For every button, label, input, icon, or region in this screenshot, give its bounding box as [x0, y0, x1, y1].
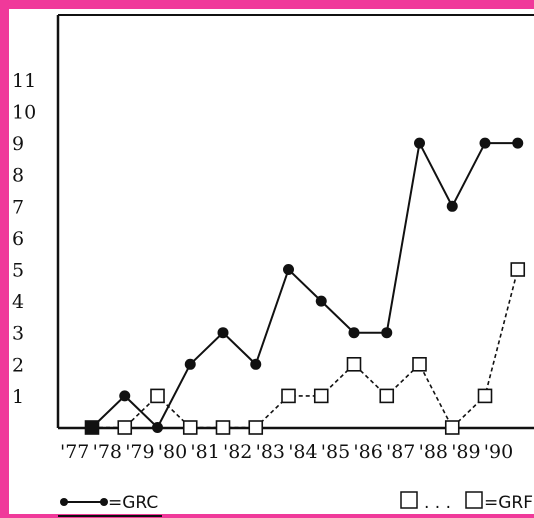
grc-point — [152, 422, 163, 433]
x-tick-label: '84 — [288, 441, 317, 463]
grf-point — [117, 420, 133, 435]
legend-grf-marker-left — [400, 491, 418, 509]
x-tick-label: '88 — [419, 441, 448, 463]
x-tick-label: '80 — [158, 441, 187, 463]
grf-point — [150, 388, 165, 404]
x-tick-label: '90 — [484, 441, 513, 463]
y-tick-label: 2 — [12, 354, 24, 376]
x-tick-labels: '77'78'79'80'81'82'83'84'85'86'87'88'89 '… — [60, 441, 513, 463]
series-line-grc — [91, 140, 518, 430]
grc-point — [446, 200, 458, 212]
grc-point — [250, 358, 262, 370]
legend-grf-label: =GRF — [484, 493, 533, 513]
y-tick-label: 10 — [12, 102, 36, 124]
grc-point — [184, 358, 196, 370]
x-tick-label: '79 — [125, 441, 154, 463]
legend-grf-dots: . . . — [424, 493, 451, 513]
y-tick-label: 8 — [12, 165, 24, 187]
grf-point — [215, 420, 231, 435]
legend-grc-marker-left — [60, 498, 68, 506]
grf-point — [281, 388, 296, 404]
grc-point — [283, 264, 294, 275]
grc-point — [119, 390, 131, 402]
grc-point — [414, 137, 425, 149]
x-tick-label: '86 — [353, 441, 382, 463]
y-tick-label: 6 — [12, 228, 24, 250]
series-layer — [84, 137, 526, 435]
grc-point — [381, 327, 393, 339]
legend-grf-marker-right — [465, 491, 483, 509]
y-tick-label: 3 — [12, 323, 24, 345]
y-tick-label: 7 — [12, 196, 24, 218]
grf-point — [248, 420, 264, 435]
x-tick-label: '82 — [223, 441, 252, 463]
grc-point — [348, 327, 360, 339]
y-tick-label: 11 — [12, 70, 36, 92]
grf-point — [346, 356, 362, 372]
grc-point — [512, 137, 524, 149]
legend-grc-marker-right — [100, 498, 108, 506]
grc-point — [217, 327, 229, 339]
legend-grc-label: =GRC — [108, 493, 158, 513]
x-tick-label: '89 — [451, 441, 480, 463]
grf-point — [412, 356, 427, 372]
grf-point — [182, 420, 198, 435]
x-tick-label: '78 — [93, 441, 122, 463]
grf-point — [477, 388, 493, 404]
legend: =GRC . . . =GRF — [58, 491, 533, 517]
series-line-grf — [92, 269, 519, 429]
x-tick-label: '87 — [386, 441, 415, 463]
x-tick-label: '77 — [60, 441, 89, 463]
y-tick-label: 1 — [12, 386, 24, 408]
grf-point — [510, 262, 526, 277]
x-tick-label: '85 — [321, 441, 350, 463]
grf-point — [313, 388, 329, 404]
grc-point — [479, 137, 491, 149]
grf-point — [444, 420, 460, 435]
y-tick-label: 4 — [12, 291, 24, 313]
grc-point — [315, 295, 327, 307]
grc-point — [86, 421, 98, 434]
y-tick-label: 5 — [12, 260, 24, 282]
x-tick-label: '81 — [190, 441, 219, 463]
x-tick-label: '83 — [256, 441, 285, 463]
y-tick-label: 9 — [12, 133, 24, 155]
y-tick-labels: 1 2 3 4 5 6 7 8 9 10 11 — [12, 70, 36, 408]
grf-point — [379, 388, 395, 404]
